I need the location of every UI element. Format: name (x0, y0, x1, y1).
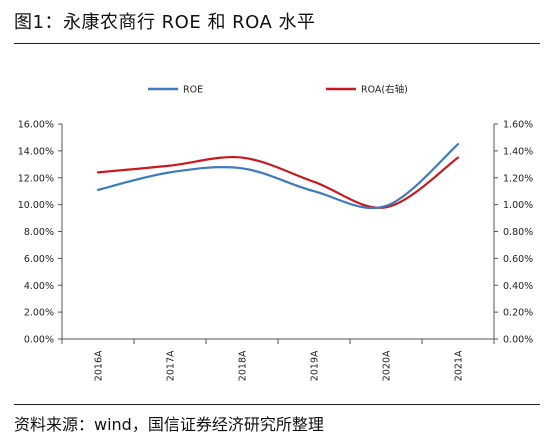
legend-label: ROE (183, 85, 203, 96)
x-tick-label: 2017A (166, 350, 177, 381)
left-tick-label: 0.00% (24, 335, 54, 346)
series-line-roe (96, 143, 460, 210)
source-divider (14, 404, 540, 405)
left-tick-label: 14.00% (18, 146, 54, 157)
legend-label: ROA(右轴) (361, 84, 408, 96)
roe-roa-line-chart: 0.00% 2.00% 4.00% 6.00% 8.00% 10.00% 12.00% 14.… (18, 84, 533, 382)
x-tick-label: 2021A (454, 350, 465, 381)
right-tick-label: 1.60% (503, 120, 533, 131)
source-note: 资料来源：wind，国信证券经济研究所整理 (14, 415, 324, 434)
figure-title: 图1：永康农商行 ROE 和 ROA 水平 (14, 12, 316, 33)
right-tick-label: 0.80% (503, 227, 533, 238)
right-tick-label: 1.40% (503, 146, 533, 157)
left-tick-label: 10.00% (18, 200, 54, 211)
left-tick-label: 2.00% (24, 308, 54, 319)
title-divider (14, 43, 540, 44)
x-tick-label: 2018A (238, 350, 249, 381)
left-tick-label: 16.00% (18, 120, 54, 131)
right-tick-label: 0.60% (503, 254, 533, 265)
left-tick-label: 12.00% (18, 173, 54, 184)
right-tick-label: 1.20% (503, 173, 533, 184)
x-tick-label: 2019A (310, 350, 321, 381)
right-tick-label: 0.20% (503, 308, 533, 319)
right-tick-label: 0.40% (503, 281, 533, 292)
right-tick-label: 0.00% (503, 335, 533, 346)
left-tick-label: 4.00% (24, 281, 54, 292)
x-tick-label: 2016A (94, 350, 105, 381)
series-line-roa (96, 155, 460, 209)
left-tick-label: 8.00% (24, 227, 54, 238)
left-tick-label: 6.00% (24, 254, 54, 265)
x-tick-label: 2020A (382, 350, 393, 381)
right-tick-label: 1.00% (503, 200, 533, 211)
